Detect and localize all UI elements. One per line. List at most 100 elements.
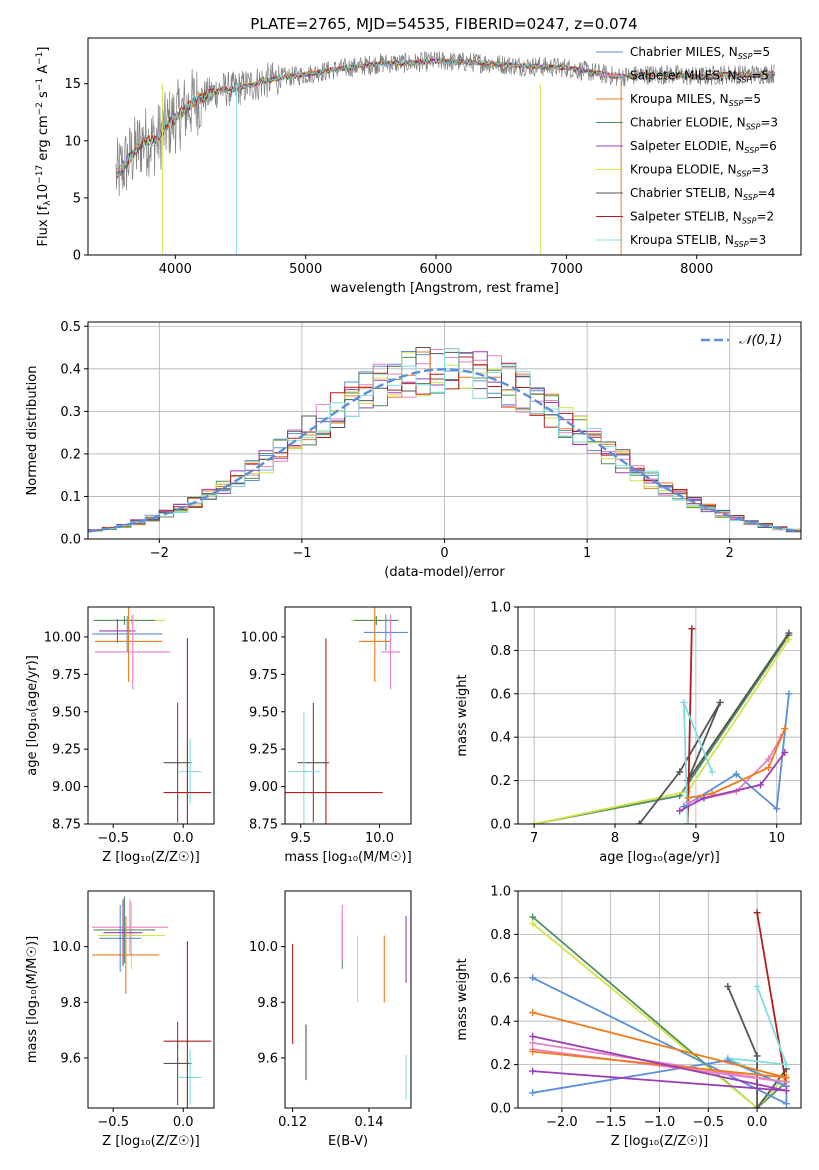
x-tick-label: 10.0 [365, 831, 394, 846]
legend-label-value: =3 [751, 163, 769, 177]
y-tick-label: 10.00 [44, 630, 81, 645]
x-tick-label: −2.0 [546, 1115, 578, 1130]
errorbar-chabrier-miles [363, 614, 408, 651]
series-marker-kroupa-stelib [684, 820, 692, 824]
y-tick-label: 9.00 [52, 780, 81, 795]
y-tick-label: 0.5 [60, 320, 81, 335]
series-line-chabrier-stelib [726, 986, 788, 1108]
errorbar-kroupa-miles [95, 607, 163, 682]
legend-label-subscript: SSP [737, 170, 752, 179]
y-tick-label: 10 [64, 134, 81, 149]
x-axis-label: (data-model)/error [384, 565, 505, 580]
y-tick-label: 0.2 [60, 447, 81, 462]
y-tick-label: 9.50 [249, 705, 278, 720]
x-tick-label: 8000 [680, 262, 713, 277]
series-kroupa-stelib [724, 982, 790, 1090]
x-tick-label: 0.14 [355, 1115, 384, 1130]
axes-frame [87, 606, 215, 825]
series-marker-chabrier-stelib [785, 629, 793, 637]
y-axis-label: Normed distribution [25, 366, 40, 496]
x-tick-label: 0.0 [747, 1115, 768, 1130]
legend-label-kroupa-stelib: Kroupa STELIB, NSSP=3 [630, 233, 766, 249]
series-kroupa-stelib [680, 698, 716, 824]
series-chabrier-elodie [530, 631, 793, 824]
series-marker-kroupa-stelib [782, 1061, 790, 1069]
y-axis-label: age [log₁₀(age/yr)] [25, 655, 40, 776]
series-chabrier-miles [529, 974, 790, 1108]
errorbar-chabrier-elodie [93, 615, 156, 625]
legend-label-value: =4 [758, 186, 776, 200]
series-marker-salpeter-stelib [688, 625, 696, 633]
x-axis-label: E(B-V) [328, 1134, 368, 1149]
legend-label-text: Chabrier MILES, N [630, 45, 738, 59]
legend-label-value: =6 [759, 139, 777, 153]
series-marker-kroupa-stelib [680, 698, 688, 706]
y-tick-label: 0.1 [60, 490, 81, 505]
x-axis-label: mass [log₁₀(M/M☉)] [284, 850, 411, 865]
legend-label-subscript: SSP [738, 52, 753, 61]
axes-frame [284, 890, 412, 1109]
axes-frame [87, 37, 802, 256]
errorbar-chabrier-miles [99, 904, 142, 972]
y-tick-label: 0.8 [490, 644, 511, 659]
data-spectrum-line [115, 51, 775, 196]
y-axis-label-part: A [36, 65, 51, 78]
errorbar-chabrier-elodie [354, 615, 399, 625]
series-marker-chabrier-stelib [716, 698, 724, 706]
errorbars [92, 607, 212, 824]
panel-age-vs-z: −0.5 0.0 8.75 9.00 9.25 9.50 9.75 10.00 Z [log₁₀… [25, 606, 215, 865]
normal-distribution-curve [88, 368, 801, 533]
series-marker-chabrier-stelib [753, 1104, 761, 1108]
y-tick-label: 9.75 [52, 668, 81, 683]
series-marker-chabrier-stelib [753, 1052, 761, 1060]
legend-label-value: =3 [760, 116, 778, 130]
y-tick-label: 15 [64, 77, 81, 92]
x-tick-label: −0.5 [97, 831, 129, 846]
errorbars [92, 896, 212, 1108]
model-line-kroupa-stelib [116, 58, 776, 177]
axes-frame [517, 606, 802, 825]
panel-mass-vs-z: −0.5 0.0 9.6 9.8 10.0 Z [log₁₀(Z/Z☉)] mass [lo… [25, 890, 215, 1149]
errorbar-salpeter-miles [381, 614, 400, 690]
y-tick-label: 9.25 [249, 743, 278, 758]
axes-frame [87, 890, 215, 1109]
x-tick-label: 6000 [419, 262, 452, 277]
legend-label-text: Chabrier ELODIE, N [630, 116, 746, 130]
series-line-salpeter-stelib [756, 912, 788, 1087]
x-tick-label: −1 [292, 546, 311, 561]
x-tick-label: −1.5 [595, 1115, 627, 1130]
y-axis-label: mass weight [455, 958, 470, 1040]
legend-label-kroupa-miles: Kroupa MILES, NSSP=5 [630, 92, 761, 108]
errorbar-salpeter-miles [92, 899, 168, 955]
y-axis-label-part: s [36, 91, 51, 102]
legend-label-subscript: SSP [743, 193, 758, 202]
histogram-kroupa-stelib [88, 348, 801, 539]
legend-label-subscript: SSP [729, 99, 744, 108]
legend-label-value: =5 [751, 69, 769, 83]
legend-label-subscript: SSP [734, 240, 749, 249]
y-axis-label-part: Flux [f [36, 205, 51, 246]
series-marker-kroupa-stelib [753, 982, 761, 990]
y-tick-label: 8.75 [249, 818, 278, 833]
series-marker-salpeter-elodie [529, 1032, 537, 1040]
legend-label-chabrier-miles: Chabrier MILES, NSSP=5 [630, 45, 770, 61]
x-tick-label: 9.5 [290, 831, 311, 846]
y-axis-label-part: −1 [35, 52, 45, 65]
errorbar-salpeter-elodie [103, 899, 143, 967]
series-salpeter-elodie [529, 1032, 790, 1095]
series-marker-salpeter-miles [529, 1039, 537, 1047]
series-kroupa-miles [684, 725, 789, 802]
y-axis-label: Flux [fλ10−17 erg cm−2 s−1 A−1] [35, 47, 53, 247]
y-tick-label: 5 [73, 191, 81, 206]
x-tick-label: −0.5 [693, 1115, 725, 1130]
series-marker-salpeter-stelib [753, 909, 761, 917]
y-axis-label: mass [log₁₀(M/M☉)] [25, 936, 40, 1063]
legend-label-text: Salpeter ELODIE, N [630, 139, 744, 153]
series-marker-kroupa-elodie [529, 920, 537, 928]
x-tick-label: −0.5 [97, 1115, 129, 1130]
errorbar-salpeter-miles [95, 614, 171, 690]
y-tick-label: 9.6 [257, 1051, 278, 1066]
errorbar-salpeter-stelib [163, 638, 212, 824]
y-tick-label: 0.2 [490, 1058, 511, 1073]
